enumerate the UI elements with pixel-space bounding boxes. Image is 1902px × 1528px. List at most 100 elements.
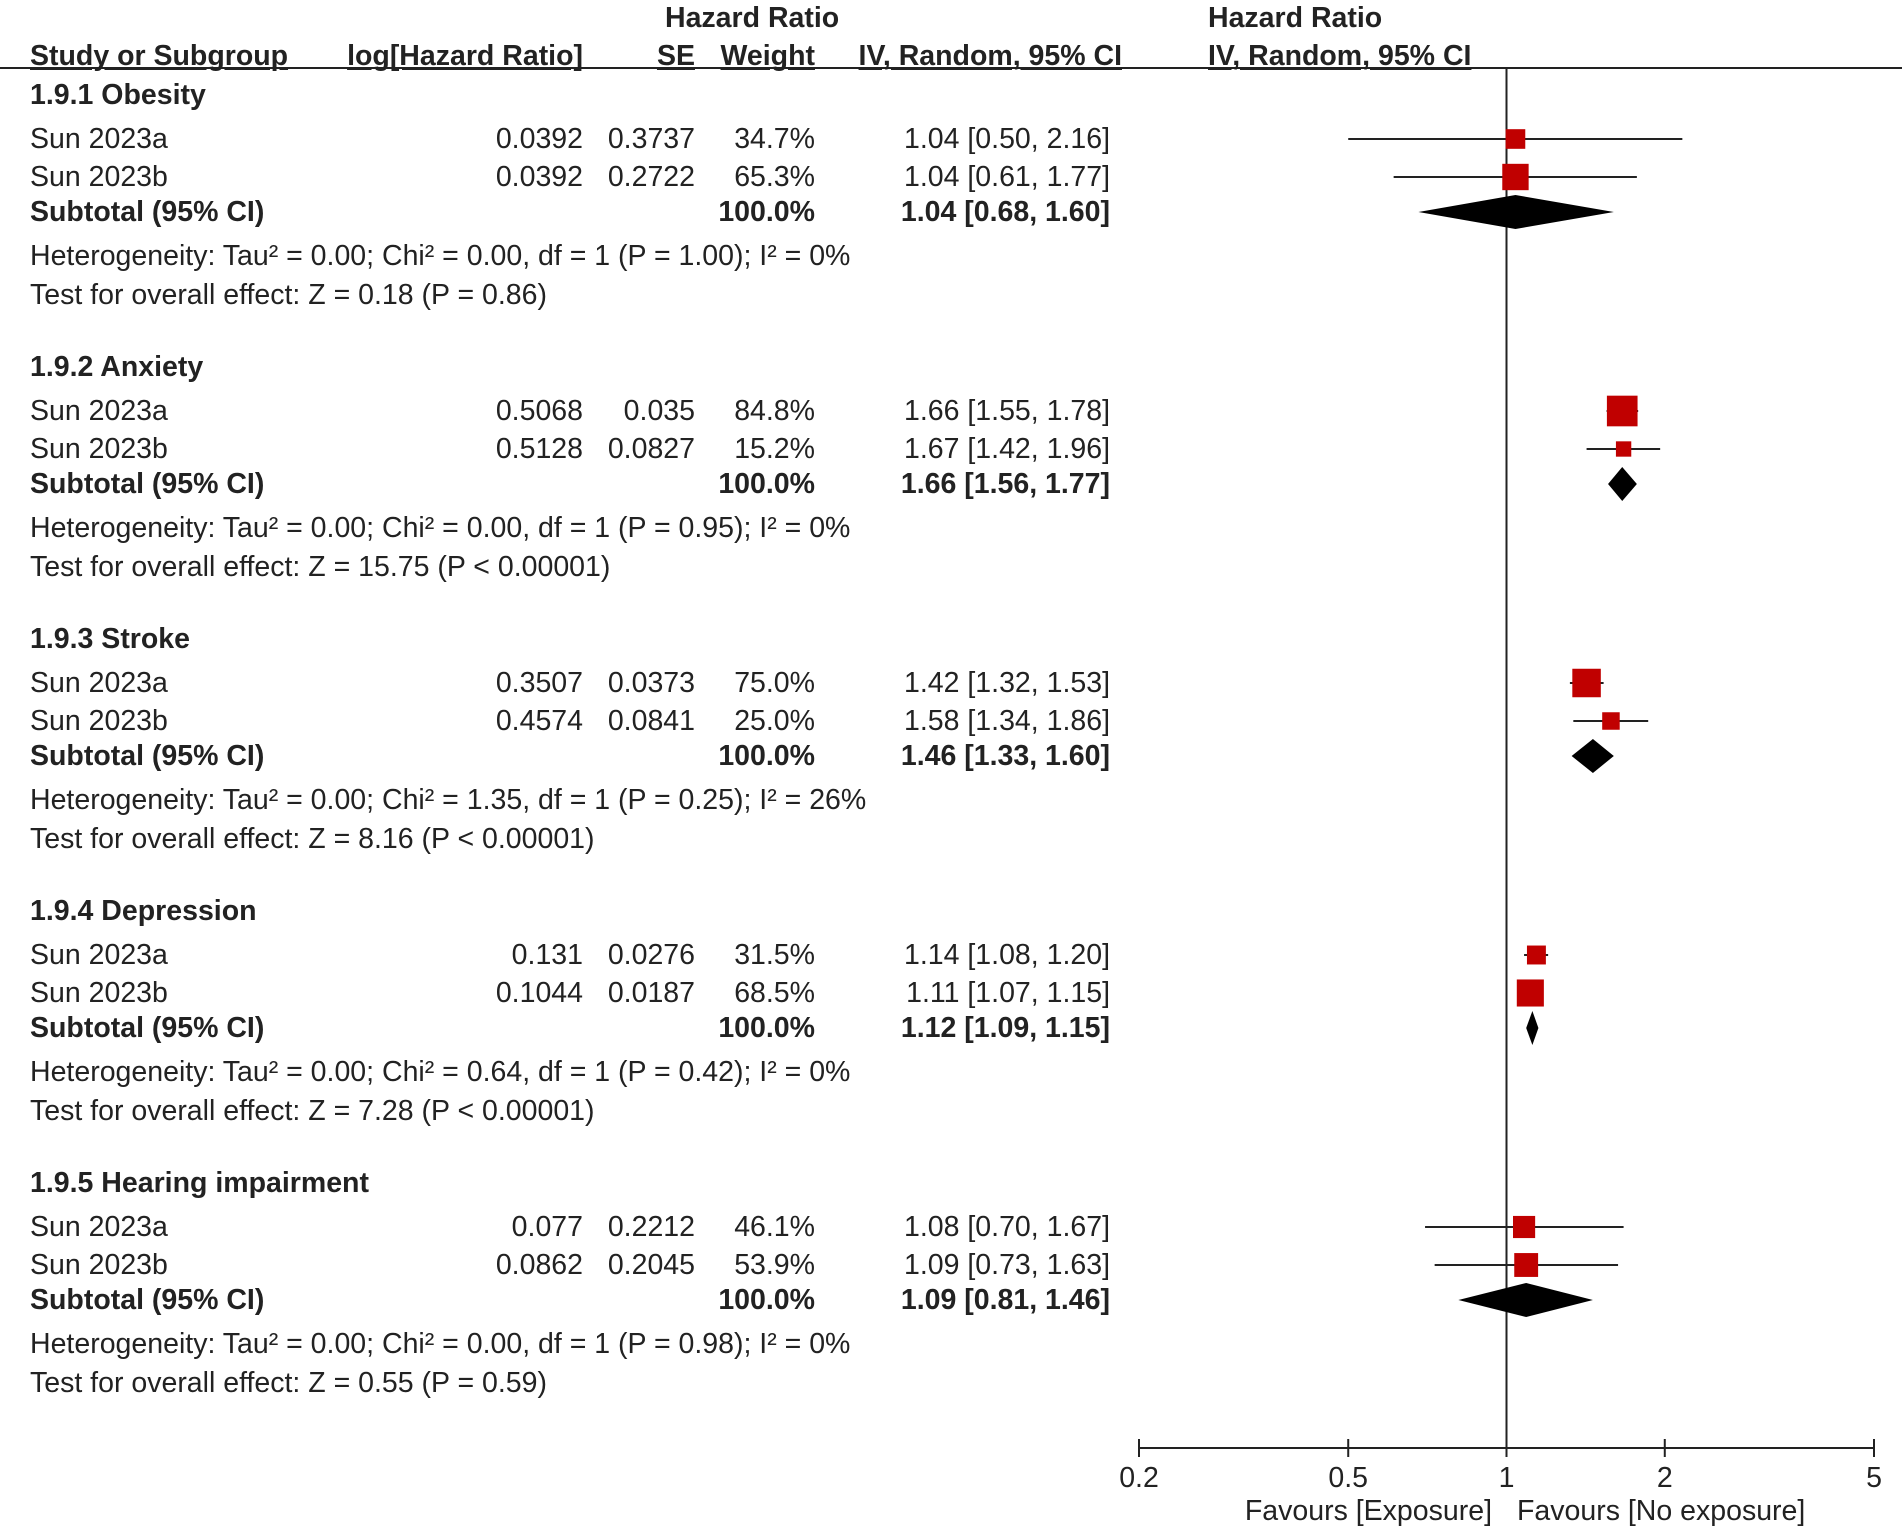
study-ci: 1.04 [0.61, 1.77] [904,161,1110,193]
overall-effect-text: Test for overall effect: Z = 7.28 (P < 0… [30,1095,595,1127]
study-se: 0.0827 [607,433,695,465]
heterogeneity-text: Heterogeneity: Tau² = 0.00; Chi² = 0.00,… [30,512,851,544]
subtotal-ci: 1.04 [0.68, 1.60] [900,196,1110,228]
subtotal-label: Subtotal (95% CI) [30,196,265,228]
study-ci: 1.11 [1.07, 1.15] [906,977,1110,1009]
study-name: Sun 2023a [30,395,168,427]
x-tick-label: 1 [1498,1462,1515,1494]
study-weight: 53.9% [734,1249,815,1281]
subtotal-weight: 100.0% [718,740,815,772]
study-name: Sun 2023a [30,123,168,155]
group-title: 1.9.1 Obesity [30,79,206,111]
group-title: 1.9.2 Anxiety [30,351,204,383]
subtotal-label: Subtotal (95% CI) [30,740,265,772]
study-ci: 1.14 [1.08, 1.20] [904,939,1110,971]
study-name: Sun 2023b [30,433,168,465]
study-log-hr: 0.3507 [495,667,583,699]
study-marker [1615,441,1632,457]
x-tick-label: 0.5 [1328,1462,1369,1494]
study-weight: 46.1% [734,1211,815,1243]
study-ci: 1.58 [1.34, 1.86] [904,705,1110,737]
study-ci: 1.66 [1.55, 1.78] [904,395,1110,427]
header-study: Study or Subgroup [30,40,289,72]
heterogeneity-text: Heterogeneity: Tau² = 0.00; Chi² = 1.35,… [30,784,867,816]
study-weight: 25.0% [734,705,815,737]
study-log-hr: 0.0392 [495,123,583,155]
study-marker [1602,712,1620,730]
overall-effect-text: Test for overall effect: Z = 15.75 (P < … [30,551,611,583]
study-marker [1514,1253,1539,1277]
study-marker [1513,1215,1536,1239]
study-weight: 68.5% [734,977,815,1009]
subtotal-ci: 1.66 [1.56, 1.77] [900,468,1110,500]
subtotal-label: Subtotal (95% CI) [30,468,265,500]
header-plot-hazard-ratio: Hazard Ratio [1208,2,1383,34]
study-weight: 84.8% [734,395,815,427]
header-weight: Weight [720,40,815,72]
study-se: 0.0841 [607,705,695,737]
x-tick-label: 2 [1656,1462,1673,1494]
study-log-hr: 0.077 [511,1211,583,1243]
study-name: Sun 2023a [30,667,168,699]
group-title: 1.9.3 Stroke [30,623,191,655]
study-log-hr: 0.0392 [495,161,583,193]
x-tick-label: 5 [1866,1462,1882,1494]
overall-effect-text: Test for overall effect: Z = 0.55 (P = 0… [30,1367,547,1399]
study-name: Sun 2023a [30,1211,168,1243]
header-log-hr: log[Hazard Ratio] [347,40,583,72]
study-name: Sun 2023b [30,1249,168,1281]
study-se: 0.2212 [607,1211,695,1243]
subtotal-label: Subtotal (95% CI) [30,1284,265,1316]
study-se: 0.0187 [607,977,695,1009]
x-tick-label: 0.2 [1119,1462,1159,1494]
study-se: 0.0276 [607,939,695,971]
header-hr-method: IV, Random, 95% CI [858,40,1122,72]
study-ci: 1.09 [0.73, 1.63] [904,1249,1110,1281]
subtotal-diamond [1526,1011,1539,1045]
study-log-hr: 0.5068 [495,395,583,427]
favours-right-label: Favours [No exposure] [1517,1495,1806,1527]
overall-effect-text: Test for overall effect: Z = 0.18 (P = 0… [30,279,547,311]
study-name: Sun 2023b [30,977,168,1009]
study-se: 0.035 [623,395,695,427]
favours-left-label: Favours [Exposure] [1244,1495,1492,1527]
study-ci: 1.67 [1.42, 1.96] [904,433,1110,465]
study-marker [1572,668,1601,698]
study-se: 0.2722 [607,161,695,193]
subtotal-weight: 100.0% [718,468,815,500]
subtotal-ci: 1.46 [1.33, 1.60] [900,740,1110,772]
heterogeneity-text: Heterogeneity: Tau² = 0.00; Chi² = 0.00,… [30,240,851,272]
study-log-hr: 0.131 [511,939,583,971]
subtotal-diamond [1571,739,1614,773]
header-plot-method: IV, Random, 95% CI [1208,40,1472,72]
subtotal-weight: 100.0% [718,1012,815,1044]
header-hazard-ratio: Hazard Ratio [665,2,840,34]
study-name: Sun 2023a [30,939,168,971]
subtotal-diamond [1418,195,1614,229]
study-ci: 1.08 [0.70, 1.67] [904,1211,1110,1243]
subtotal-label: Subtotal (95% CI) [30,1012,265,1044]
heterogeneity-text: Heterogeneity: Tau² = 0.00; Chi² = 0.64,… [30,1056,851,1088]
study-se: 0.3737 [607,123,695,155]
subtotal-weight: 100.0% [718,1284,815,1316]
subtotal-weight: 100.0% [718,196,815,228]
study-marker [1502,163,1529,191]
header-se: SE [656,40,695,72]
study-weight: 15.2% [734,433,815,465]
subtotal-ci: 1.09 [0.81, 1.46] [900,1284,1110,1316]
study-weight: 31.5% [734,939,815,971]
study-log-hr: 0.4574 [495,705,583,737]
study-log-hr: 0.0862 [495,1249,583,1281]
group-title: 1.9.5 Hearing impairment [30,1167,369,1199]
heterogeneity-text: Heterogeneity: Tau² = 0.00; Chi² = 0.00,… [30,1328,851,1360]
study-log-hr: 0.1044 [495,977,583,1009]
study-se: 0.2045 [607,1249,695,1281]
study-marker [1526,945,1546,965]
group-title: 1.9.4 Depression [30,895,257,927]
overall-effect-text: Test for overall effect: Z = 8.16 (P < 0… [30,823,595,855]
subtotal-diamond [1458,1283,1593,1317]
study-se: 0.0373 [607,667,695,699]
study-weight: 34.7% [734,123,815,155]
